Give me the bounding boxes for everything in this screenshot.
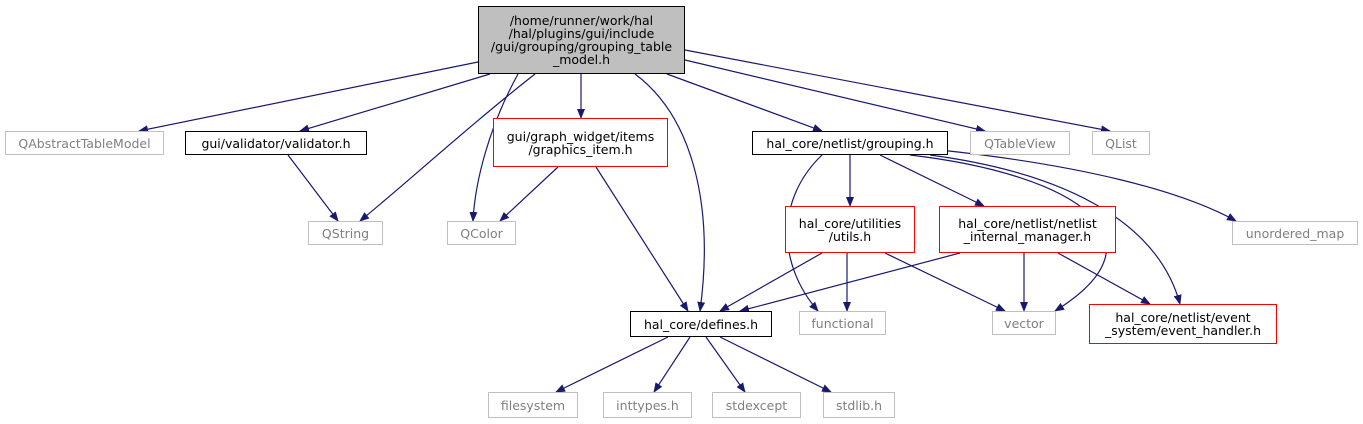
node-qtableview: QTableView (970, 131, 1070, 155)
edge-grouping-unordered-map (939, 149, 1237, 222)
node-unordered-map: unordered_map (1232, 221, 1358, 245)
edge-root-grouping (666, 73, 823, 132)
edge-defines-stdexcept (705, 336, 746, 393)
node-graphics-item[interactable]: gui/graph_widget/items /graphics_item.h (493, 118, 668, 167)
edge-utils-vector (884, 252, 1006, 312)
node-utils[interactable]: hal_core/utilities /utils.h (785, 206, 915, 253)
edge-root-qabstracttablemodel (138, 61, 479, 134)
edge-root-qtableview (684, 59, 986, 133)
node-vector: vector (992, 311, 1056, 335)
node-qcolor: QColor (447, 221, 516, 245)
edge-root-defines (634, 73, 706, 312)
edge-grouping-netlist-internal (879, 154, 985, 207)
edge-root-validator (299, 73, 491, 133)
edge-netlist-internal-defines (739, 252, 961, 313)
edge-graphics-qcolor (499, 166, 559, 222)
node-qstring: QString (308, 221, 383, 245)
node-validator[interactable]: gui/validator/validator.h (185, 131, 367, 155)
node-stdlib: stdlib.h (823, 392, 895, 418)
edge-graphics-defines (595, 166, 689, 312)
node-grouping[interactable]: hal_core/netlist/grouping.h (752, 131, 948, 155)
edge-defines-inttypes (653, 336, 691, 393)
node-qabstracttablemodel: QAbstractTableModel (5, 131, 164, 155)
edge-utils-defines (719, 252, 823, 312)
node-filesystem: filesystem (488, 392, 578, 418)
edge-netlist-internal-event-handler (1057, 252, 1151, 305)
edge-defines-filesystem (555, 336, 669, 393)
node-netlist-internal-manager[interactable]: hal_core/netlist/netlist _internal_manag… (939, 206, 1116, 253)
node-functional: functional (799, 311, 886, 335)
edge-root-qcolor (469, 73, 519, 222)
edge-root-qstring (359, 73, 536, 222)
node-qlist: QList (1092, 131, 1150, 155)
node-root-grouping-table-model[interactable]: /home/runner/work/hal /hal/plugins/gui/i… (478, 6, 685, 74)
edge-validator-qstring (287, 154, 339, 222)
node-stdexcept: stdexcept (712, 392, 801, 418)
edge-defines-stdlib (719, 336, 832, 393)
node-defines[interactable]: hal_core/defines.h (630, 311, 772, 337)
node-event-handler[interactable]: hal_core/netlist/event _system/event_han… (1089, 304, 1277, 344)
node-inttypes: inttypes.h (603, 392, 692, 418)
edge-root-qlist (684, 49, 1111, 134)
